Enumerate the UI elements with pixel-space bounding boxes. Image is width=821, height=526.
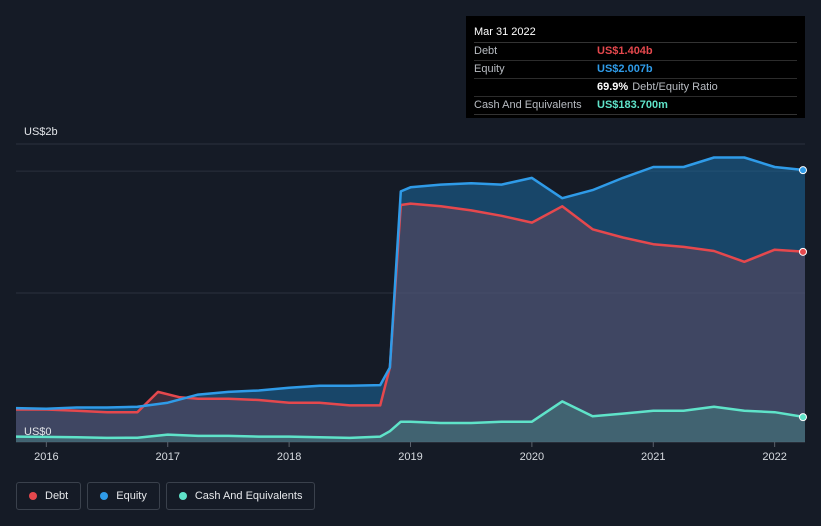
legend-label: Equity	[116, 490, 147, 502]
tooltip-label: Debt	[474, 45, 498, 57]
series-lines	[15, 156, 806, 440]
tooltip-row-cash: Cash And Equivalents US$183.700m	[474, 97, 797, 115]
series-areas	[16, 157, 805, 442]
tooltip-value: 69.9%	[597, 81, 629, 93]
tooltip-label: Equity	[474, 63, 505, 75]
area-debt	[16, 203, 805, 442]
data-tooltip: Mar 31 2022 Debt US$1.404b Equity US$2.0…	[466, 16, 805, 118]
tooltip-suffix: Debt/Equity Ratio	[632, 81, 718, 93]
tooltip-label	[474, 79, 597, 96]
tooltip-value: US$2.007b	[597, 63, 653, 75]
end-marker-cash-and-equivalents	[799, 413, 807, 422]
legend-label: Debt	[45, 490, 69, 502]
tooltip-value: US$183.700m	[597, 99, 668, 111]
x-tick-label: 2021	[641, 451, 665, 463]
x-tick-label: 2020	[520, 451, 544, 463]
tooltip-row-debt: Debt US$1.404b	[474, 43, 797, 61]
tooltip-row-equity: Equity US$2.007b	[474, 61, 797, 79]
end-marker-equity	[799, 166, 807, 175]
x-tick-label: 2019	[398, 451, 422, 463]
x-tick-label: 2018	[277, 451, 301, 463]
y-tick-label-top: US$2b	[24, 126, 58, 138]
line-equity	[15, 156, 806, 411]
x-tick-label: 2022	[762, 451, 786, 463]
legend-item-equity[interactable]: Equity	[87, 482, 160, 510]
tooltip-date: Mar 31 2022	[474, 22, 797, 43]
legend-item-cash[interactable]: Cash And Equivalents	[165, 482, 316, 510]
x-tick-label: 2017	[155, 451, 179, 463]
tooltip-row-ratio: 69.9% Debt/Equity Ratio	[474, 79, 797, 97]
series-end-markers	[799, 166, 807, 422]
line-cash-and-equivalents	[15, 400, 806, 440]
y-axis-ticks: US$2b US$0	[24, 126, 58, 438]
cash-dot-icon	[178, 492, 187, 500]
y-tick-label-bottom: US$0	[24, 426, 52, 438]
x-axis-ticks: 2016 2017 2018 2019 2020 2021 2022	[34, 442, 787, 463]
tooltip-value: US$1.404b	[597, 45, 653, 57]
debt-dot-icon	[29, 492, 37, 500]
equity-dot-icon	[100, 492, 109, 500]
legend-label: Cash And Equivalents	[194, 490, 303, 502]
x-tick-label: 2016	[34, 451, 58, 463]
legend-item-debt[interactable]: Debt	[16, 482, 82, 510]
tooltip-label: Cash And Equivalents	[474, 99, 582, 111]
end-marker-debt	[799, 247, 807, 256]
chart-legend: Debt Equity Cash And Equivalents	[16, 482, 316, 510]
area-equity	[16, 157, 805, 442]
